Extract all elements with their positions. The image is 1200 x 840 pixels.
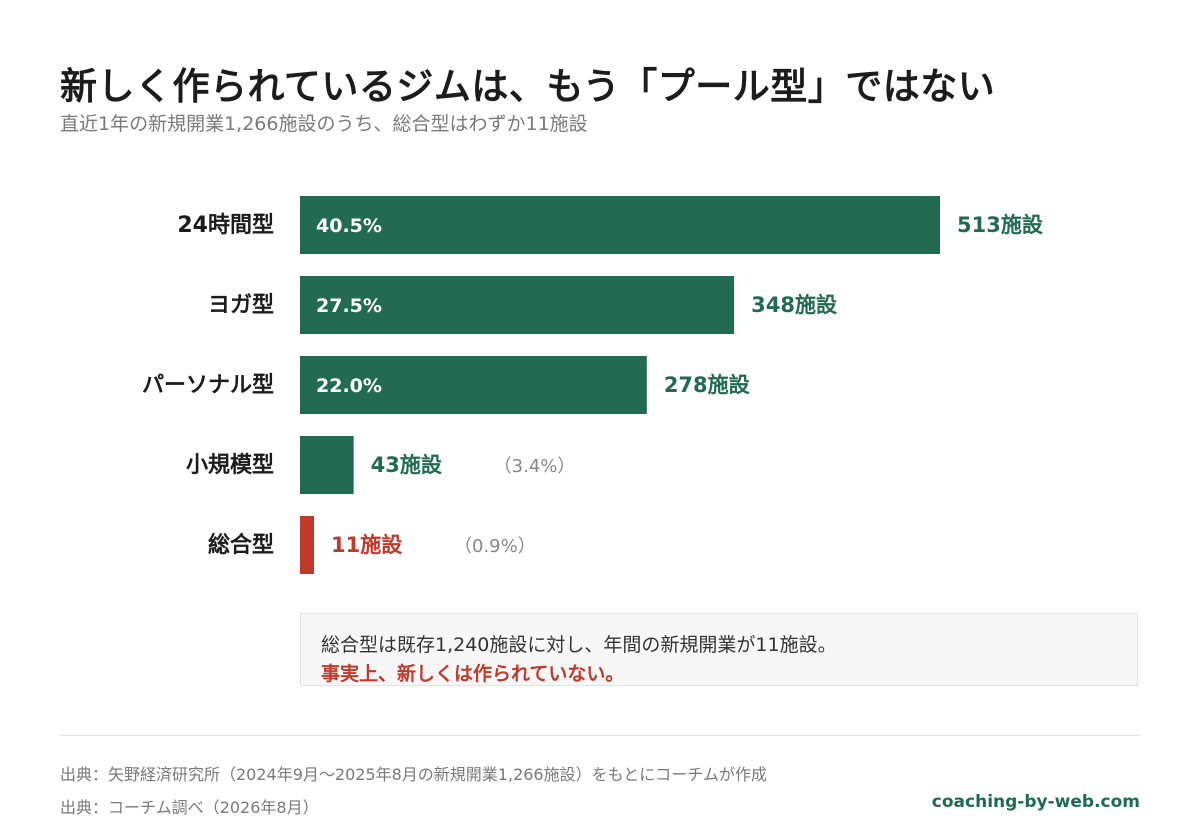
note-box: 総合型は既存1,240施設に対し、年間の新規開業が11施設。 事実上、新しくは作… xyxy=(300,613,1138,686)
bar-percent-label: 22.0% xyxy=(316,375,382,397)
bar-percent-label: 40.5% xyxy=(316,215,382,237)
bar-value-label: 348施設 xyxy=(751,293,838,317)
category-label: パーソナル型 xyxy=(142,373,274,398)
source-citation-1: 出典：矢野経済研究所（2024年9月～2025年8月の新規開業1,266施設）を… xyxy=(60,765,767,784)
site-url[interactable]: coaching-by-web.com xyxy=(931,792,1140,812)
bar-percent-label: 27.5% xyxy=(316,295,382,317)
bar-value-label: 278施設 xyxy=(664,373,751,397)
category-label: ヨガ型 xyxy=(208,293,274,318)
bar xyxy=(300,196,940,254)
bar-percent-label: （3.4%） xyxy=(494,456,576,477)
chart-title: 新しく作られているジムは、もう「プール型」ではない xyxy=(60,65,996,108)
bar xyxy=(300,276,735,334)
category-label: 小規模型 xyxy=(186,453,274,478)
bar-value-label: 43施設 xyxy=(371,453,443,477)
note-text: 総合型は既存1,240施設に対し、年間の新規開業が11施設。 xyxy=(321,634,837,656)
source-citation-2: 出典：コーチム調べ（2026年8月） xyxy=(60,798,319,817)
footer-divider xyxy=(60,735,1140,736)
bar xyxy=(300,516,314,574)
category-label: 総合型 xyxy=(208,532,274,558)
note-emphasis: 事実上、新しくは作られていない。 xyxy=(321,663,625,685)
chart-subtitle: 直近1年の新規開業1,266施設のうち、総合型はわずか11施設 xyxy=(60,113,588,135)
bar-value-label: 513施設 xyxy=(957,213,1044,237)
category-label: 24時間型 xyxy=(177,213,274,238)
bar-percent-label: （0.9%） xyxy=(454,536,536,557)
bar-value-label: 11施設 xyxy=(331,533,403,557)
bar xyxy=(300,436,354,494)
bar xyxy=(300,356,647,414)
